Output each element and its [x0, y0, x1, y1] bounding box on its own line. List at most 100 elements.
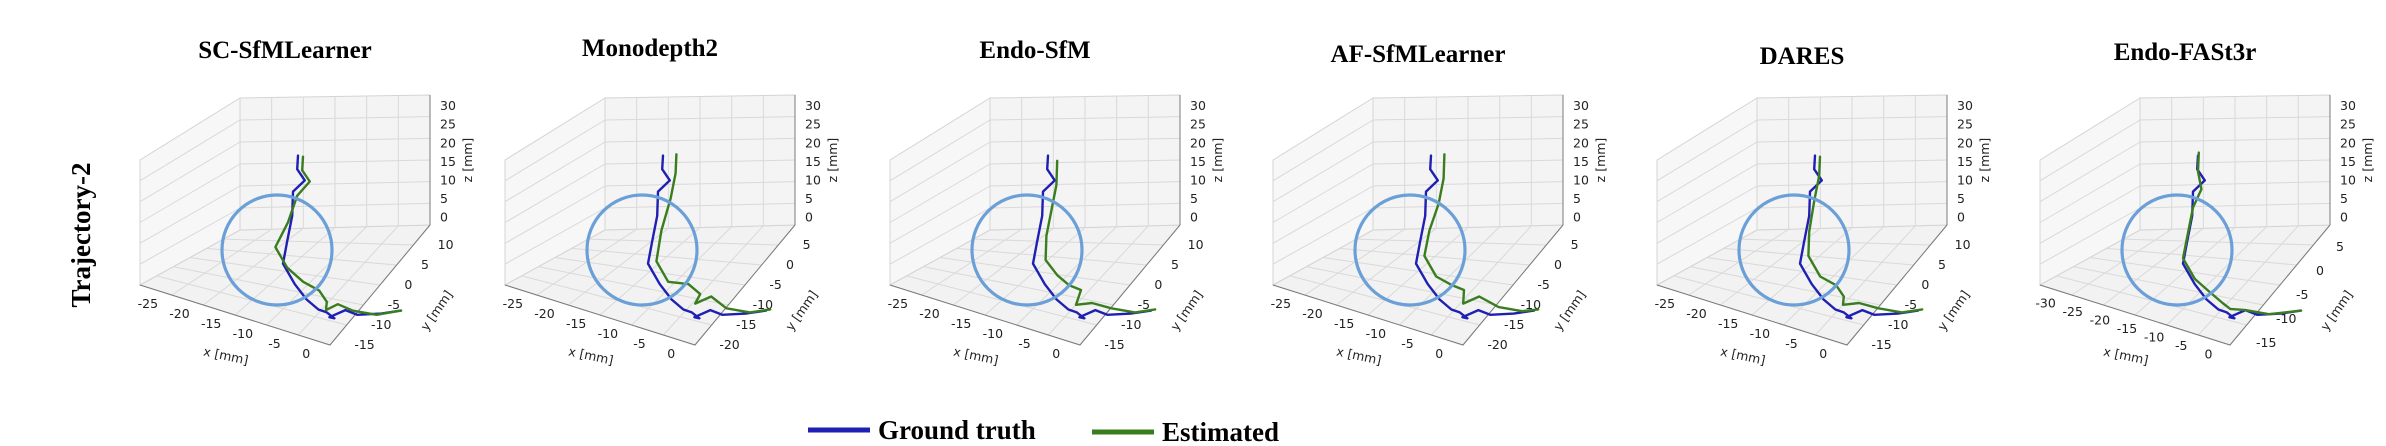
x-tick-label: -10	[1366, 326, 1386, 341]
x-axis-label: x [mm]	[2102, 344, 2150, 368]
y-tick-label: 10	[1955, 237, 1971, 252]
y-tick-label: -15	[1104, 337, 1124, 352]
panel-endo-sfm: Endo-SfM-25-20-15-10-50x [mm] -15-10-5051…	[888, 37, 1225, 368]
z-tick-label: 15	[1957, 154, 1973, 169]
x-tick-label: -10	[983, 326, 1003, 341]
y-tick-label: 10	[1188, 237, 1204, 252]
z-tick-label: 5	[2340, 191, 2348, 206]
y-tick-label: -15	[1504, 317, 1524, 332]
y-tick-label: 5	[1171, 257, 1179, 272]
y-tick-label: 5	[421, 257, 429, 272]
axis-edges	[504, 224, 796, 346]
z-tick-label: 5	[805, 191, 813, 206]
y-tick-label: 0	[1154, 277, 1162, 292]
z-tick-label: 25	[1190, 117, 1206, 132]
x-tick-label: -20	[1686, 306, 1706, 321]
x-tick-label: -10	[598, 326, 618, 341]
y-axis-label: y [mm]	[1167, 287, 1205, 333]
x-tick-label: -5	[633, 336, 645, 351]
y-tick-label: 5	[1571, 237, 1579, 252]
z-tick-label: 25	[805, 117, 821, 132]
y-axis-label: y [mm]	[1550, 287, 1588, 333]
x-tick-label: -10	[2144, 330, 2164, 345]
x-tick-label: -15	[566, 316, 586, 331]
z-tick-label: 30	[1190, 98, 1206, 113]
y-tick-label: 5	[803, 237, 811, 252]
y-tick-label: 0	[1921, 277, 1929, 292]
y-tick-label: -15	[2256, 335, 2276, 350]
x-tick-label: -25	[1271, 296, 1291, 311]
grid-lines	[889, 95, 1181, 336]
x-tick-label: -10	[1750, 326, 1770, 341]
x-tick-label: 0	[1819, 346, 1827, 361]
z-tick-label: 0	[1573, 210, 1581, 225]
panel-title: DARES	[1760, 43, 1845, 70]
z-tick-label: 5	[1573, 191, 1581, 206]
z-tick-label: 15	[805, 154, 821, 169]
panel-dares: DARES-25-20-15-10-50x [mm] -15-10-50510y …	[1655, 43, 1992, 368]
panel-title: Monodepth2	[582, 35, 718, 62]
z-tick-label: 20	[2340, 135, 2356, 150]
y-axis-label: y [mm]	[2317, 287, 2355, 333]
panel-title: Endo-FASt3r	[2114, 39, 2257, 66]
estimated-trajectory	[655, 153, 772, 314]
z-tick-label: 0	[805, 210, 813, 225]
y-tick-label: 0	[786, 257, 794, 272]
legend-label-ground-truth: Ground truth	[878, 415, 1036, 445]
ground-truth-trajectory	[1798, 154, 1920, 320]
x-axis-label: x [mm]	[202, 344, 250, 368]
panel-monodepth2: Monodepth2 -25 -20 -15 -10 -5 0 x [mm] -20 -15 -10…	[503, 35, 840, 368]
grid-lines	[139, 95, 431, 336]
z-tick-label: 30	[440, 98, 456, 113]
x-tick-label: 0	[302, 346, 310, 361]
z-tick-label: 25	[440, 117, 456, 132]
z-tick-label: 10	[1957, 172, 1973, 187]
axis-edges	[889, 224, 1181, 346]
highlight-circle	[1737, 193, 1851, 307]
x-tick-label: -5	[1018, 336, 1030, 351]
x-tick-label: -15	[1334, 316, 1354, 331]
row-label-trajectory: Trajectory-2	[66, 163, 96, 308]
x-tick-label: -20	[1302, 306, 1322, 321]
highlight-circle	[970, 193, 1084, 307]
x-tick-label: -15	[2117, 321, 2137, 336]
axis-edges	[2039, 224, 2331, 346]
panel-endo-fast3r: Endo-FASt3r-30-25-20-15-10-50x [mm]-15-1…	[2035, 39, 2375, 368]
y-tick-label: 10	[438, 237, 454, 252]
highlight-circle	[220, 193, 334, 307]
y-tick-label: -10	[1121, 317, 1141, 332]
panels: SC-SfMLearner -25 -20 -15 -10 -5 0 x [mm] -15 -10…	[138, 35, 2375, 368]
x-tick-label: -5	[268, 336, 280, 351]
y-axis-label: y [mm]	[782, 287, 820, 333]
z-tick-label: 10	[1190, 172, 1206, 187]
ground-truth-trajectory	[646, 154, 768, 320]
z-tick-label: 30	[1957, 98, 1973, 113]
z-axis-label: z [mm]	[1593, 138, 1608, 183]
z-axis-label: z [mm]	[1977, 138, 1992, 183]
z-tick-label: 5	[1957, 191, 1965, 206]
y-tick-label: -10	[753, 297, 773, 312]
y-tick-label: -10	[371, 317, 391, 332]
y-tick-label: -5	[388, 297, 400, 312]
z-tick-label: 15	[2340, 154, 2356, 169]
x-tick-label: 0	[667, 346, 675, 361]
y-tick-label: -15	[354, 337, 374, 352]
x-tick-label: -20	[2090, 312, 2110, 327]
x-axis-label: x [mm]	[1335, 344, 1383, 368]
x-tick-label: 0	[1435, 346, 1443, 361]
z-tick-label: 5	[1190, 191, 1198, 206]
x-tick-label: -25	[2063, 304, 2083, 319]
estimated-trajectory	[2181, 151, 2303, 316]
ground-truth-trajectory	[1414, 154, 1536, 320]
x-tick-label: -5	[1401, 336, 1413, 351]
y-tick-label: -10	[1888, 317, 1908, 332]
x-tick-label: -10	[233, 326, 253, 341]
axis-edges	[1656, 224, 1948, 346]
highlight-circle	[2120, 193, 2234, 307]
x-tick-label: 0	[2204, 347, 2212, 362]
z-tick-label: 25	[2340, 117, 2356, 132]
y-tick-label: -5	[2296, 287, 2308, 302]
x-axis-label: x [mm]	[1719, 344, 1767, 368]
z-tick-label: 15	[1190, 154, 1206, 169]
